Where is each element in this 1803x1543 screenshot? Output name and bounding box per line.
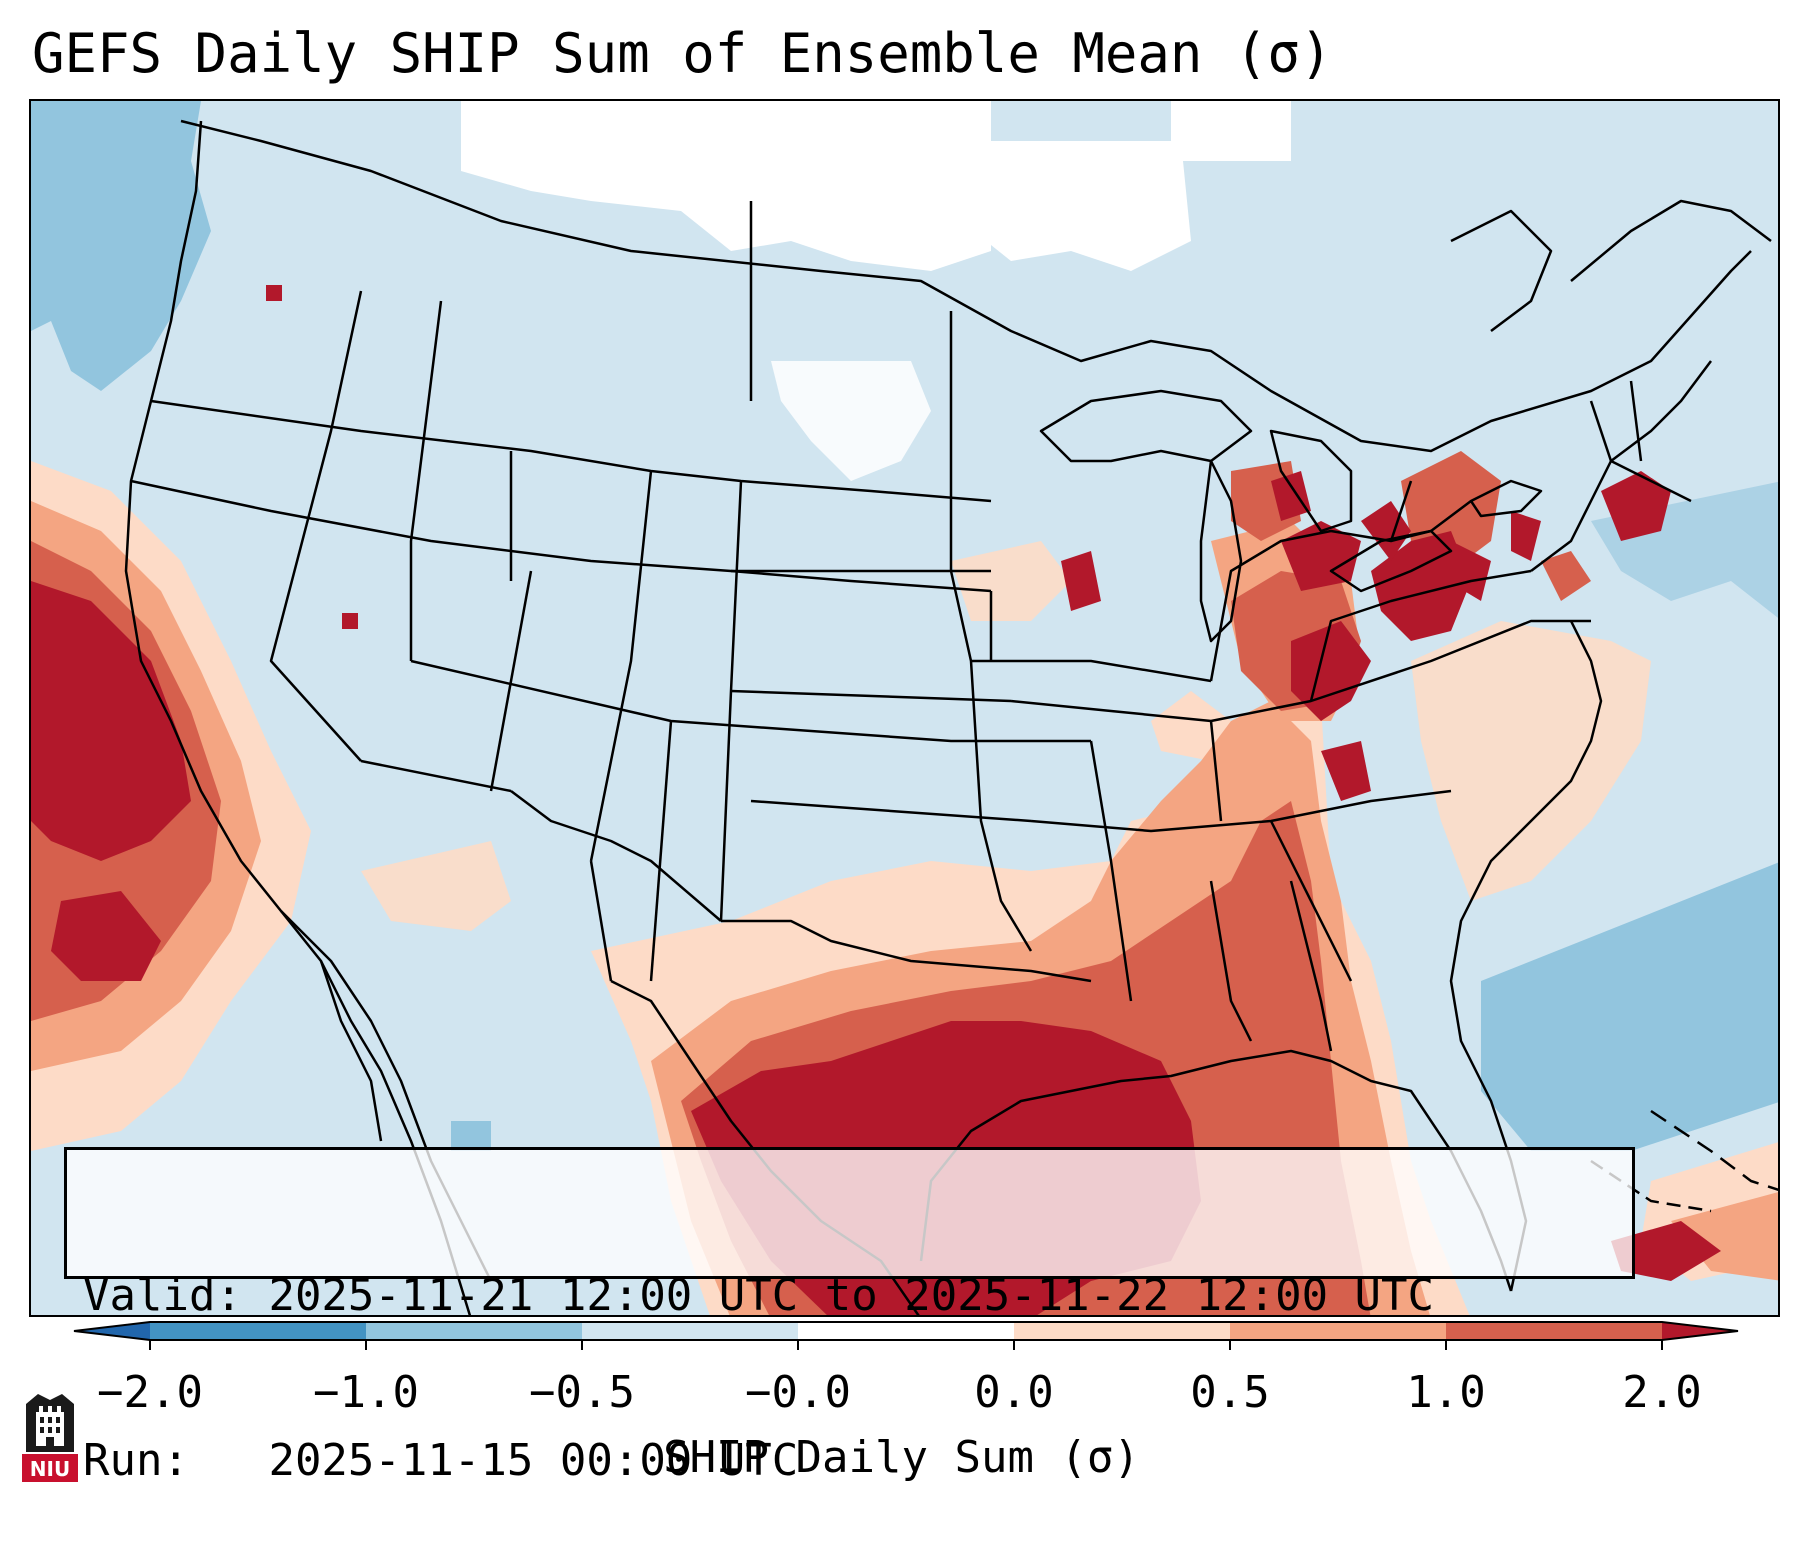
castle-windows — [40, 1417, 60, 1446]
colorbar-extend-high — [1662, 1322, 1738, 1340]
colorbar — [73, 1321, 1739, 1350]
colorbar-segment — [798, 1322, 1015, 1340]
logo-text: NIU — [30, 1457, 70, 1481]
niu-logo: NIU — [22, 1394, 78, 1482]
colorbar-segment — [1446, 1322, 1663, 1340]
colorbar-segment — [1230, 1322, 1447, 1340]
great-lakes — [1039, 389, 1543, 643]
colorbar-segment — [150, 1322, 367, 1340]
tick-label: −1.0 — [313, 1367, 419, 1418]
tick-label: 1.0 — [1406, 1367, 1486, 1418]
tick-label: 0.0 — [974, 1367, 1054, 1418]
valid-label: Valid: — [83, 1270, 242, 1321]
valid-line: Valid: 2025-11-21 12:00 UTC to 2025-11-2… — [83, 1268, 1618, 1323]
near-zero-regions — [461, 101, 1291, 481]
tick-label: −0.5 — [529, 1367, 635, 1418]
map-panel — [29, 99, 1780, 1317]
colorbar-extend-low — [74, 1322, 150, 1340]
validity-info-box: Valid: 2025-11-21 12:00 UTC to 2025-11-2… — [64, 1147, 1635, 1486]
map-title: GEFS Daily SHIP Sum of Ensemble Mean (σ) — [32, 22, 1333, 85]
run-value: 2025-11-15 00:00 UTC — [268, 1435, 799, 1486]
logo-banner — [22, 1454, 78, 1482]
colorbar-segment — [1014, 1322, 1231, 1340]
valid-value: 2025-11-21 12:00 UTC to 2025-11-22 12:00… — [268, 1270, 1435, 1321]
tick-label: 2.0 — [1622, 1367, 1702, 1418]
colorbar-label: SHIP Daily Sum (σ) — [663, 1432, 1140, 1483]
ship-field-map — [31, 101, 1778, 1315]
run-label: Run: — [83, 1435, 189, 1486]
slightly-negative-regions — [31, 101, 1778, 1151]
tick-label: −0.0 — [745, 1367, 851, 1418]
run-line: Run: 2025-11-15 00:00 UTC — [83, 1433, 1618, 1488]
colorbar-segment — [582, 1322, 799, 1340]
colorbar-segment — [366, 1322, 583, 1340]
tick-label: 0.5 — [1190, 1367, 1270, 1418]
state-borders — [124, 119, 1752, 1315]
tick-label: −2.0 — [97, 1367, 203, 1418]
